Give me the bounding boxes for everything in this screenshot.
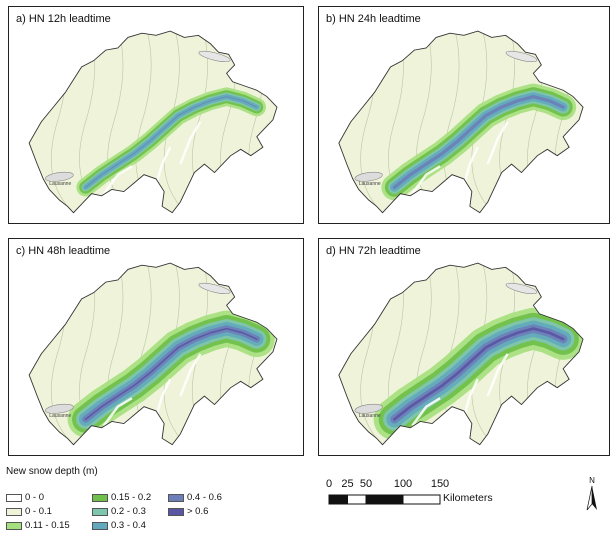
- scale-tick-label: 150: [430, 478, 450, 490]
- legend-label: 0.11 - 0.15: [25, 520, 70, 531]
- scale-bar-segment: [365, 494, 404, 505]
- map-panel-c: c) HN 48h leadtime Lausanne: [8, 238, 304, 456]
- map-panel-d: d) HN 72h leadtime Lausanne: [318, 238, 610, 456]
- scale-tick-label: 50: [359, 478, 373, 490]
- legend-item: 0 - 0: [6, 492, 45, 503]
- legend-item: 0 - 0.1: [6, 506, 52, 517]
- legend-label: > 0.6: [187, 506, 209, 517]
- legend-swatch: [92, 521, 108, 530]
- legend-swatch: [92, 493, 108, 502]
- legend-item: 0.15 - 0.2: [92, 492, 152, 503]
- map-panel-a: a) HN 12h leadtime Lausanne: [8, 6, 304, 224]
- legend-item: > 0.6: [168, 506, 209, 517]
- legend-item: 0.4 - 0.6: [168, 492, 222, 503]
- legend-label: 0 - 0: [25, 492, 45, 503]
- legend-swatch: [6, 493, 22, 502]
- map-a: Lausanne: [28, 30, 278, 214]
- panel-title-b: b) HN 24h leadtime: [326, 13, 421, 25]
- legend: New snow depth (m) 0 - 0 0 - 0.1 0.11 - …: [6, 466, 306, 550]
- map-city-label: Lausanne: [359, 181, 381, 187]
- scale-bar: 0 25 50 100 150 Kilometers: [326, 478, 566, 518]
- map-b: Lausanne: [338, 30, 584, 214]
- legend-item: 0.3 - 0.4: [92, 520, 146, 531]
- scale-tick-label: 0: [325, 478, 333, 490]
- legend-item: 0.2 - 0.3: [92, 506, 146, 517]
- scale-tick-label: 25: [341, 478, 354, 490]
- scale-bar-segment: [402, 494, 441, 505]
- north-arrow: N: [580, 476, 604, 516]
- legend-label: 0.3 - 0.4: [111, 520, 146, 531]
- legend-item: 0.11 - 0.15: [6, 520, 70, 531]
- legend-label: 0.15 - 0.2: [111, 492, 152, 503]
- legend-label: 0.2 - 0.3: [111, 506, 146, 517]
- north-arrow-icon: [586, 485, 597, 511]
- panel-title-a: a) HN 12h leadtime: [16, 13, 111, 25]
- legend-label: 0 - 0.1: [25, 506, 52, 517]
- map-d: Lausanne: [338, 262, 584, 446]
- legend-swatch: [168, 507, 184, 516]
- map-c: Lausanne: [28, 262, 278, 446]
- map-city-label: Lausanne: [49, 181, 71, 187]
- legend-label: 0.4 - 0.6: [187, 492, 222, 503]
- scale-bar-segment: [328, 494, 348, 505]
- scale-bar-graphic: [328, 494, 441, 505]
- scale-bar-segment: [347, 494, 367, 505]
- legend-swatch: [6, 521, 22, 530]
- legend-swatch: [6, 507, 22, 516]
- scale-tick-label: 100: [393, 478, 413, 490]
- panel-title-c: c) HN 48h leadtime: [16, 245, 111, 257]
- map-city-label: Lausanne: [49, 413, 71, 419]
- legend-swatch: [168, 493, 184, 502]
- map-panel-b: b) HN 24h leadtime Lausanne: [318, 6, 610, 224]
- panel-title-d: d) HN 72h leadtime: [326, 245, 421, 257]
- map-city-label: Lausanne: [359, 413, 381, 419]
- north-label: N: [589, 476, 595, 485]
- scale-unit-label: Kilometers: [443, 492, 493, 504]
- legend-swatch: [92, 507, 108, 516]
- legend-title: New snow depth (m): [6, 466, 98, 477]
